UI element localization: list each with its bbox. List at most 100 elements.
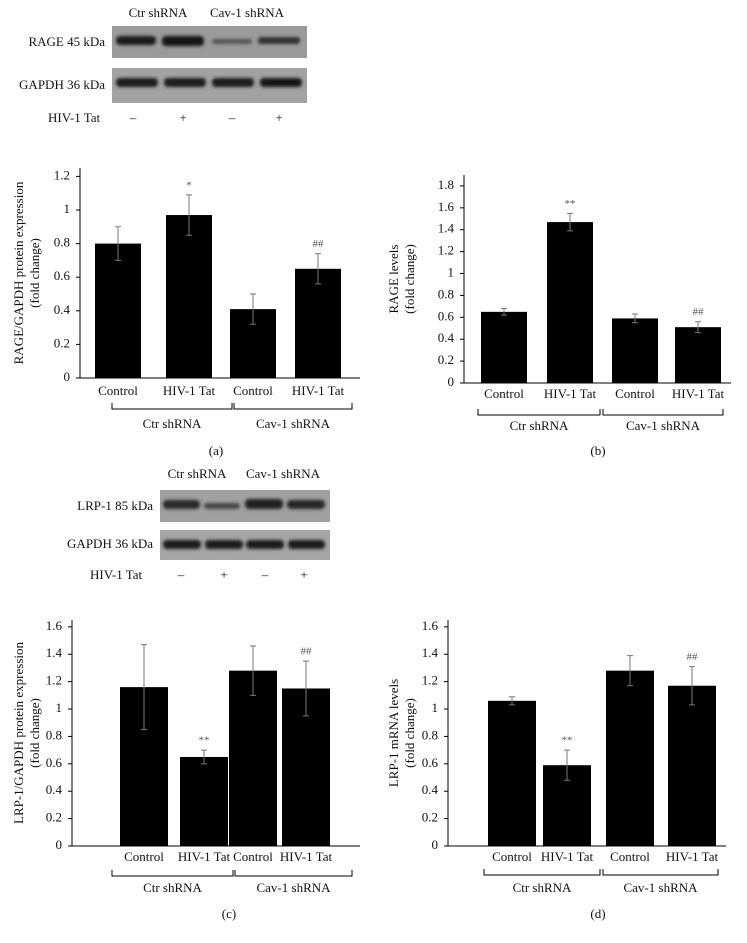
blot-row-label: GAPDH 36 kDa <box>19 77 105 92</box>
y-tick-label: 0.8 <box>54 235 70 250</box>
x-tick-label: Control <box>124 849 164 864</box>
error-bar <box>627 655 633 687</box>
y-tick-label: 1.4 <box>422 645 439 660</box>
x-tick-label: Control <box>233 383 273 398</box>
bar <box>668 685 716 846</box>
y-tick-label: 0.4 <box>46 782 63 797</box>
error-bar <box>250 645 256 696</box>
group-label: Cav-1 shRNA <box>256 416 331 431</box>
y-axis-label: LRP-1 mRNA levels <box>386 679 401 787</box>
blot-sign: + <box>275 110 282 125</box>
y-tick-label: 1.6 <box>422 618 439 633</box>
y-tick-label: 0.4 <box>54 302 71 317</box>
y-tick-label: 0.8 <box>46 727 62 742</box>
blot-bands <box>116 36 302 87</box>
blot-sign: – <box>261 567 269 582</box>
error-bar <box>632 313 638 324</box>
blot-row-label: LRP-1 85 kDa <box>77 498 153 513</box>
y-tick-label: 0.8 <box>422 727 438 742</box>
bar <box>95 243 141 378</box>
significance-label: ## <box>693 306 705 318</box>
y-axis-label: (fold change) <box>27 238 42 308</box>
x-tick-label: Control <box>484 386 524 401</box>
y-tick-label: 1.4 <box>46 645 63 660</box>
blot-sign: – <box>228 110 236 125</box>
y-tick-label: 1.2 <box>422 673 438 688</box>
group-label: Ctr shRNA <box>513 880 572 895</box>
x-tick-label: Control <box>98 383 138 398</box>
x-tick-label: Control <box>610 849 650 864</box>
group-label: Cav-1 shRNA <box>623 880 698 895</box>
group-bracket <box>602 869 719 876</box>
significance-label: ## <box>687 651 699 663</box>
y-tick-label: 1 <box>448 265 455 280</box>
error-bar <box>564 749 570 781</box>
y-tick-label: 0 <box>64 369 71 384</box>
group-bracket <box>602 409 724 416</box>
y-axis-label: (fold change) <box>402 244 417 314</box>
y-tick-label: 1 <box>432 700 439 715</box>
y-tick-label: 1 <box>64 201 71 216</box>
y-axis-label: (fold change) <box>402 698 417 768</box>
y-tick-label: 0.2 <box>54 335 70 350</box>
blot-sign: – <box>177 567 185 582</box>
group-label: Ctr shRNA <box>143 880 202 895</box>
blot-column-label: Ctr shRNA <box>129 5 188 20</box>
blot-sign: – <box>129 110 137 125</box>
significance-label: ** <box>562 735 573 747</box>
error-bar <box>501 308 507 316</box>
x-tick-label: HIV-1 Tat <box>178 849 231 864</box>
x-tick-label: HIV-1 Tat <box>280 849 333 864</box>
bar <box>547 222 593 383</box>
y-tick-label: 1 <box>56 700 63 715</box>
bar <box>229 670 277 846</box>
group-bracket <box>234 870 353 877</box>
error-bar <box>509 696 515 706</box>
bar <box>612 318 658 383</box>
bar <box>488 700 536 846</box>
bar-chart: 0 0.2 0.4 0.6 0.8 1 1.2 1.4 1.6 Control ** HIV-1 Ta… <box>386 618 726 921</box>
y-axis-label: (fold change) <box>27 698 42 768</box>
group-label: Ctr shRNA <box>143 416 202 431</box>
significance-label: * <box>186 179 192 191</box>
error-bar <box>689 666 695 706</box>
panel-label: (c) <box>222 906 236 921</box>
error-bar <box>201 749 207 765</box>
bar <box>295 268 341 378</box>
bar <box>180 756 228 846</box>
y-axis-label: LRP-1/GAPDH protein expression <box>11 642 26 824</box>
y-axis-label: RAGE levels <box>386 245 401 314</box>
bar-chart: 0 0.2 0.4 0.6 0.8 1 1.2 1.4 1.6 1.8 Control ** HIV-1… <box>386 175 731 458</box>
error-bar <box>567 212 573 232</box>
x-tick-label: HIV-1 Tat <box>163 383 216 398</box>
y-tick-label: 0 <box>56 837 63 852</box>
x-tick-label: HIV-1 Tat <box>666 849 719 864</box>
x-tick-label: HIV-1 Tat <box>292 383 345 398</box>
y-tick-label: 1.2 <box>46 673 62 688</box>
y-tick-label: 1.8 <box>438 177 454 192</box>
y-tick-label: 0 <box>432 837 439 852</box>
blot-sign: + <box>300 567 307 582</box>
group-bracket <box>111 403 233 410</box>
significance-label: ## <box>313 238 325 250</box>
error-bar <box>303 660 309 717</box>
group-bracket <box>483 869 601 876</box>
significance-label: ## <box>301 646 313 658</box>
bar <box>481 311 527 383</box>
y-axis-label: RAGE/GAPDH protein expression <box>11 181 26 364</box>
panel-label: (d) <box>590 906 605 921</box>
y-tick-label: 1.2 <box>54 167 70 182</box>
blot-column-label: Cav-1 shRNA <box>246 466 321 481</box>
x-tick-label: HIV-1 Tat <box>672 386 725 401</box>
y-tick-label: 0.6 <box>54 268 71 283</box>
x-tick-label: Control <box>233 849 273 864</box>
y-tick-label: 0.2 <box>422 810 438 825</box>
error-bar <box>141 644 147 731</box>
y-tick-label: 1.6 <box>46 618 63 633</box>
western-blot-1: Ctr shRNA Cav-1 shRNA RAGE 45 kDa GAPDH … <box>19 5 307 125</box>
y-tick-label: 1.6 <box>438 199 455 214</box>
blot-sign: + <box>179 110 186 125</box>
blot-column-label: Cav-1 shRNA <box>210 5 285 20</box>
x-tick-label: HIV-1 Tat <box>544 386 597 401</box>
